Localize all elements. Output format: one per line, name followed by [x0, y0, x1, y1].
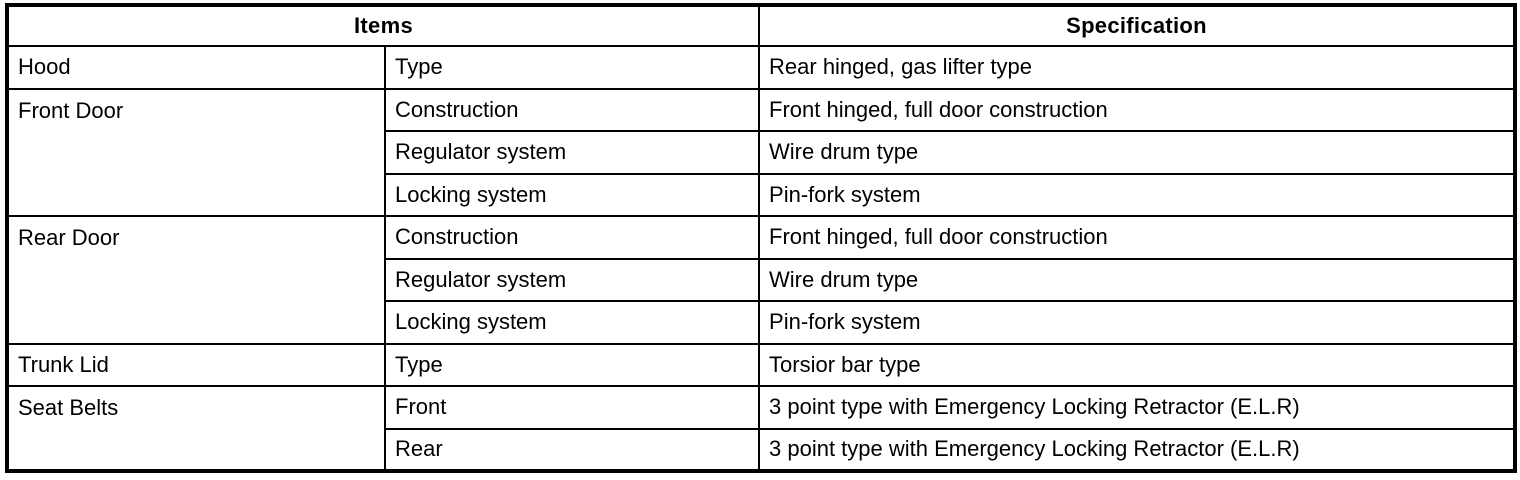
spec-table-body: Hood Type Rear hinged, gas lifter type Fron…: [6, 45, 1517, 472]
sub-item-cell: Rear: [383, 427, 761, 472]
spec-cell: Torsior bar type: [758, 342, 1517, 387]
spec-cell: Rear hinged, gas lifter type: [758, 45, 1517, 90]
item-cell: Seat Belts: [6, 385, 386, 472]
sub-item-cell: Regulator system: [383, 130, 761, 175]
table-row: Locking system Pin-fork system: [7, 300, 1517, 345]
sub-item-cell: Type: [383, 45, 761, 90]
table-row: Trunk Lid Type Torsior bar type: [6, 342, 1517, 387]
table-row: Hood Type Rear hinged, gas lifter type: [6, 45, 1517, 90]
table-header: Items Specification: [5, 4, 1517, 47]
table-row: Rear Door Construction Front hinged, full …: [6, 215, 1517, 345]
spec-cell: Front hinged, full door construction: [758, 215, 1517, 260]
item-cell: Trunk Lid: [6, 342, 386, 387]
item-cell: Front Door: [6, 87, 386, 217]
sub-item-cell: Type: [383, 342, 761, 387]
sub-item-cell: Locking system: [383, 172, 761, 217]
spec-cell: Wire drum type: [758, 130, 1517, 175]
sub-item-cell: Front: [383, 385, 761, 430]
item-cell: Hood: [6, 45, 386, 90]
specification-header-cell: Specification: [758, 4, 1517, 47]
table-row: Regulator system Wire drum type: [7, 257, 1517, 302]
sub-item-cell: Construction: [383, 87, 761, 132]
table-row: Seat Belts Front 3 point type with Emergen…: [6, 385, 1517, 472]
sub-item-cell: Construction: [383, 215, 761, 260]
item-cell: Rear Door: [6, 215, 386, 345]
sub-item-cell: Locking system: [383, 300, 761, 345]
spec-cell: Pin-fork system: [758, 172, 1517, 217]
sub-item-cell: Regulator system: [383, 257, 761, 302]
table-row: Regulator system Wire drum type: [7, 130, 1517, 175]
spec-cell: Pin-fork system: [758, 300, 1517, 345]
table-row: Locking system Pin-fork system: [7, 172, 1517, 217]
items-header-cell: Items: [5, 4, 761, 47]
spec-cell: 3 point type with Emergency Locking Retr…: [758, 427, 1517, 472]
spec-cell: 3 point type with Emergency Locking Retr…: [758, 385, 1517, 430]
table-row: Front Door Construction Front hinged, full…: [6, 87, 1517, 217]
spec-cell: Front hinged, full door construction: [758, 87, 1517, 132]
specification-table: Items Specification Hood Type Rear hinged,…: [5, 3, 1518, 473]
table-row: Rear 3 point type with Emergency Locking …: [7, 427, 1517, 472]
header-row: Items Specification: [5, 4, 1517, 47]
spec-cell: Wire drum type: [758, 257, 1517, 302]
